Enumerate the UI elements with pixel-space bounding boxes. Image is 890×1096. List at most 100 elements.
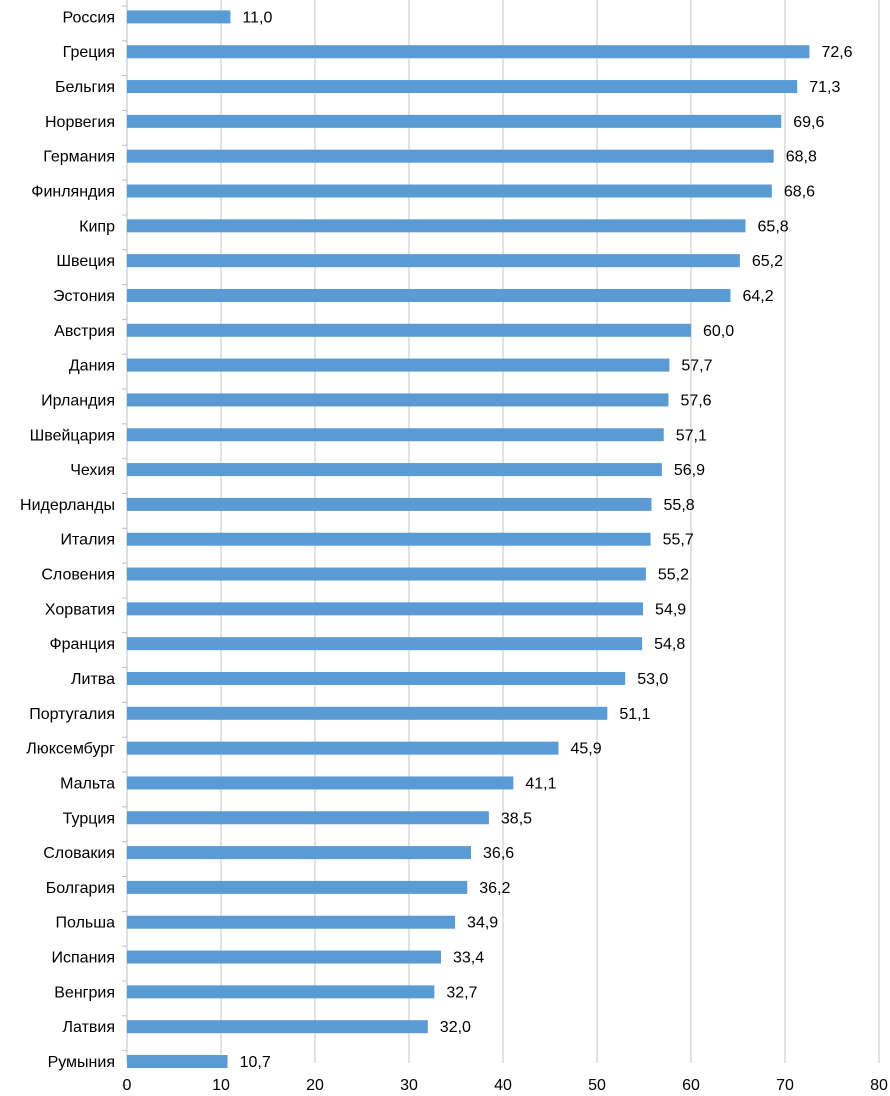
value-label: 68,6 bbox=[784, 184, 815, 201]
value-label: 54,9 bbox=[655, 601, 686, 618]
category-label: Финляндия bbox=[31, 184, 115, 201]
category-label: Швеция bbox=[56, 253, 115, 270]
x-tick-label: 20 bbox=[306, 1077, 324, 1094]
category-label: Чехия bbox=[70, 462, 115, 479]
bar bbox=[127, 80, 798, 94]
bar bbox=[127, 323, 691, 337]
category-label: Италия bbox=[61, 532, 115, 549]
bar bbox=[127, 463, 662, 477]
category-label: Португалия bbox=[29, 706, 115, 723]
value-label: 69,6 bbox=[793, 114, 824, 131]
value-label: 65,8 bbox=[758, 218, 789, 235]
bar bbox=[127, 706, 608, 720]
value-label: 55,7 bbox=[663, 532, 694, 549]
category-labels: Россия Греция Бельгия Норвегия Германия Финля… bbox=[20, 9, 115, 1071]
x-tick-label: 80 bbox=[870, 1077, 888, 1094]
category-label: Турция bbox=[63, 810, 115, 827]
value-label: 36,2 bbox=[479, 880, 510, 897]
category-label: Литва bbox=[71, 671, 115, 688]
bar bbox=[127, 950, 441, 964]
bar bbox=[127, 846, 472, 860]
category-label: Хорватия bbox=[45, 601, 115, 618]
bar bbox=[127, 985, 435, 999]
value-label: 32,7 bbox=[446, 984, 477, 1001]
bars bbox=[127, 10, 810, 1069]
category-label: Венгрия bbox=[54, 984, 115, 1001]
bar bbox=[127, 1020, 428, 1034]
category-label: Румыния bbox=[48, 1054, 115, 1071]
value-label: 38,5 bbox=[501, 810, 532, 827]
bar bbox=[127, 880, 468, 894]
bar bbox=[127, 219, 746, 233]
value-label: 54,8 bbox=[654, 636, 685, 653]
x-tick-label: 0 bbox=[123, 1077, 132, 1094]
bar bbox=[127, 393, 669, 407]
value-label: 53,0 bbox=[637, 671, 668, 688]
value-label: 64,2 bbox=[742, 288, 773, 305]
value-label: 57,6 bbox=[680, 392, 711, 409]
bar bbox=[127, 741, 559, 755]
x-axis-tick-labels: 0 10 20 30 40 50 60 70 80 bbox=[123, 1077, 888, 1094]
category-label: Люксембург bbox=[26, 741, 115, 758]
value-label: 41,1 bbox=[525, 775, 556, 792]
x-tick-label: 60 bbox=[682, 1077, 700, 1094]
value-label: 45,9 bbox=[570, 741, 601, 758]
category-label: Греция bbox=[63, 44, 115, 61]
category-label: Ирландия bbox=[41, 392, 115, 409]
category-label: Франция bbox=[49, 636, 115, 653]
x-tick-label: 70 bbox=[776, 1077, 794, 1094]
value-label: 65,2 bbox=[752, 253, 783, 270]
category-label: Кипр bbox=[79, 218, 115, 235]
grid-lines bbox=[220, 0, 880, 1063]
value-label: 51,1 bbox=[619, 706, 650, 723]
bar bbox=[127, 915, 456, 929]
bar bbox=[127, 184, 772, 198]
value-label: 33,4 bbox=[453, 950, 484, 967]
category-label: Латвия bbox=[63, 1019, 115, 1036]
value-label: 60,0 bbox=[703, 323, 734, 340]
value-label: 68,8 bbox=[786, 149, 817, 166]
value-label: 32,0 bbox=[440, 1019, 471, 1036]
x-tick-label: 50 bbox=[588, 1077, 606, 1094]
bar bbox=[127, 1055, 228, 1069]
bar bbox=[127, 567, 646, 581]
x-tick-label: 40 bbox=[494, 1077, 512, 1094]
value-labels: 11,0 72,6 71,3 69,6 68,8 68,6 65,8 65,2 64,2 60,0… bbox=[240, 9, 853, 1071]
bar bbox=[127, 358, 670, 372]
bar bbox=[127, 288, 731, 302]
value-label: 57,1 bbox=[676, 427, 707, 444]
value-label: 36,6 bbox=[483, 845, 514, 862]
bar bbox=[127, 671, 626, 685]
x-tick-label: 10 bbox=[212, 1077, 230, 1094]
bar bbox=[127, 149, 774, 163]
bar bbox=[127, 10, 231, 24]
value-label: 56,9 bbox=[674, 462, 705, 479]
bar bbox=[127, 811, 489, 825]
bar bbox=[127, 497, 652, 511]
value-label: 11,0 bbox=[242, 9, 272, 26]
bar bbox=[127, 254, 740, 268]
value-label: 10,7 bbox=[240, 1054, 271, 1071]
category-label: Польша bbox=[56, 915, 116, 932]
category-label: Болгария bbox=[46, 880, 115, 897]
value-label: 57,7 bbox=[681, 358, 712, 375]
bar bbox=[127, 776, 514, 790]
value-label: 71,3 bbox=[809, 79, 840, 96]
bar bbox=[127, 532, 651, 546]
category-label: Словения bbox=[41, 567, 115, 584]
category-label: Австрия bbox=[54, 323, 115, 340]
value-label: 55,2 bbox=[658, 567, 689, 584]
value-label: 72,6 bbox=[821, 44, 852, 61]
category-label: Словакия bbox=[43, 845, 115, 862]
bar bbox=[127, 45, 810, 59]
bar bbox=[127, 637, 643, 651]
value-label: 34,9 bbox=[467, 915, 498, 932]
category-label: Германия bbox=[43, 149, 115, 166]
bar bbox=[127, 602, 644, 616]
category-label: Дания bbox=[69, 358, 115, 375]
category-axis bbox=[122, 0, 128, 1086]
category-label: Эстония bbox=[53, 288, 115, 305]
category-label: Нидерланды bbox=[20, 497, 115, 514]
category-label: Мальта bbox=[60, 775, 115, 792]
